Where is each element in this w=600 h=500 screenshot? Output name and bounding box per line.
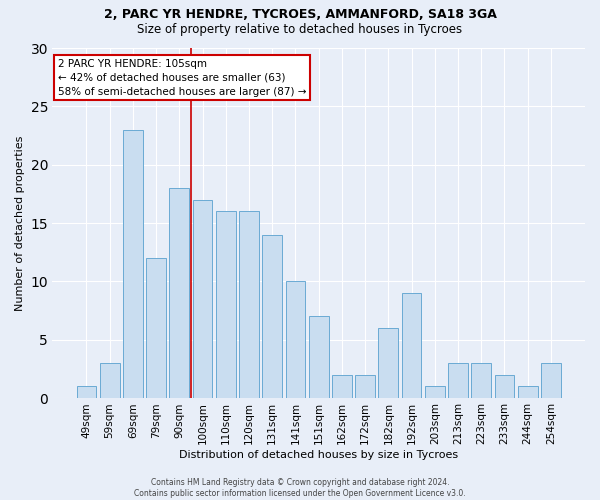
Bar (402, 293, 421, 398)
Bar (518, 386, 538, 398)
Bar (123, 130, 143, 398)
Bar (494, 375, 514, 398)
Bar (355, 375, 375, 398)
Bar (425, 386, 445, 398)
Bar (472, 363, 491, 398)
Bar (77, 386, 96, 398)
Text: 2 PARC YR HENDRE: 105sqm
← 42% of detached houses are smaller (63)
58% of semi-d: 2 PARC YR HENDRE: 105sqm ← 42% of detach… (58, 58, 306, 96)
Bar (239, 212, 259, 398)
X-axis label: Distribution of detached houses by size in Tycroes: Distribution of detached houses by size … (179, 450, 458, 460)
Bar (146, 258, 166, 398)
Bar (332, 375, 352, 398)
Text: Size of property relative to detached houses in Tycroes: Size of property relative to detached ho… (137, 22, 463, 36)
Bar (448, 363, 468, 398)
Bar (541, 363, 561, 398)
Text: 2, PARC YR HENDRE, TYCROES, AMMANFORD, SA18 3GA: 2, PARC YR HENDRE, TYCROES, AMMANFORD, S… (104, 8, 496, 20)
Y-axis label: Number of detached properties: Number of detached properties (15, 136, 25, 311)
Bar (286, 282, 305, 398)
Bar (169, 188, 189, 398)
Bar (100, 363, 119, 398)
Bar (262, 234, 282, 398)
Bar (309, 316, 329, 398)
Bar (216, 212, 236, 398)
Text: Contains HM Land Registry data © Crown copyright and database right 2024.
Contai: Contains HM Land Registry data © Crown c… (134, 478, 466, 498)
Bar (379, 328, 398, 398)
Bar (193, 200, 212, 398)
